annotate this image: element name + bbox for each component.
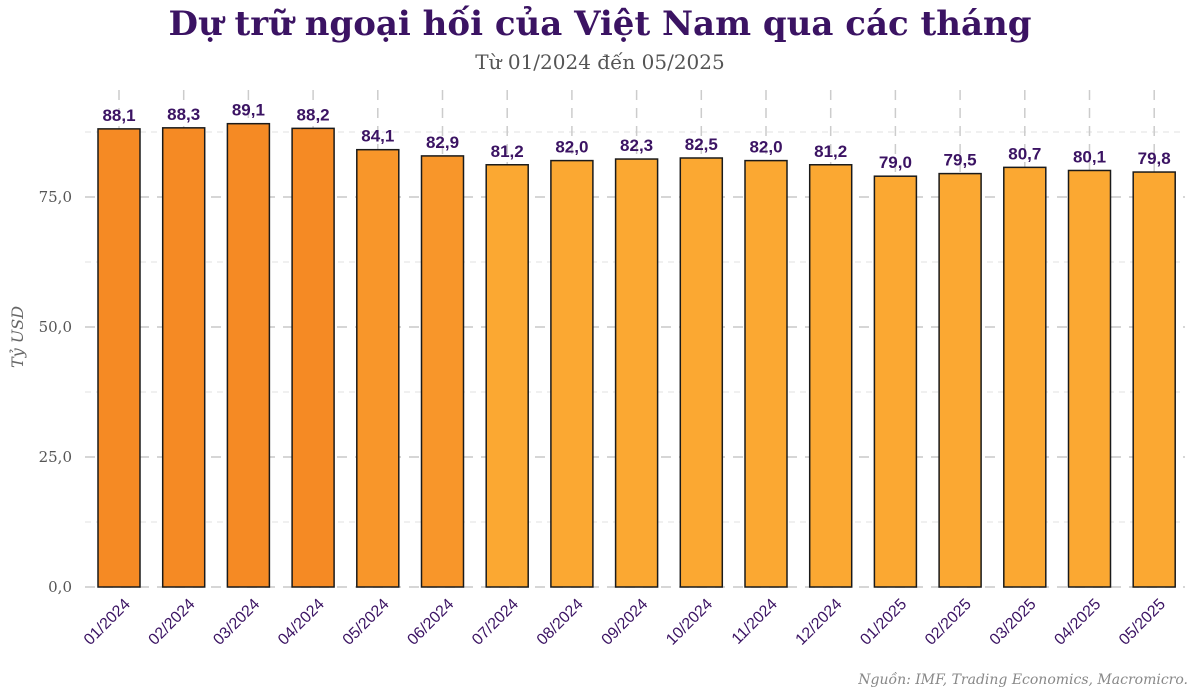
x-tick-label: 08/2024 bbox=[534, 596, 587, 649]
y-tick-label: 75,0 bbox=[39, 188, 72, 206]
x-tick-label: 11/2024 bbox=[729, 596, 781, 648]
y-tick-label: 25,0 bbox=[39, 448, 72, 466]
bar-12-2024 bbox=[808, 164, 853, 588]
data-label: 79,5 bbox=[944, 151, 977, 170]
bar-03-2025 bbox=[1003, 166, 1047, 588]
x-tick-label: 05/2024 bbox=[340, 596, 393, 649]
data-label: 80,7 bbox=[1008, 144, 1041, 163]
bar-06-2024 bbox=[420, 155, 465, 588]
x-tick-label: 07/2024 bbox=[469, 596, 522, 649]
data-label: 88,2 bbox=[297, 105, 330, 124]
bar-07-2024 bbox=[485, 164, 529, 588]
data-label: 82,5 bbox=[685, 135, 718, 154]
x-tick-label: 01/2024 bbox=[81, 596, 134, 649]
chart-subtitle: Từ 01/2024 đến 05/2025 bbox=[475, 50, 725, 74]
data-labels: 88,1 88,3 89,1 88,2 84,1 82,9 81,2 82,0 82,3 82,5… bbox=[102, 101, 1170, 173]
data-label: 81,2 bbox=[814, 142, 847, 161]
x-tick-label: 04/2024 bbox=[275, 596, 328, 649]
bar-01-2025 bbox=[873, 175, 918, 588]
x-tick-label: 09/2024 bbox=[599, 596, 652, 649]
x-tick-label: 10/2024 bbox=[663, 596, 716, 649]
y-axis-ticks: 0,0 25,0 50,0 75,0 bbox=[39, 188, 72, 596]
x-tick-label: 02/2024 bbox=[146, 596, 199, 649]
data-label: 82,3 bbox=[620, 136, 653, 155]
data-label: 88,3 bbox=[167, 105, 200, 124]
bar-02-2025 bbox=[938, 172, 982, 588]
x-tick-label: 05/2025 bbox=[1116, 596, 1169, 649]
bar-08-2024 bbox=[550, 159, 594, 588]
x-tick-label: 02/2025 bbox=[922, 596, 975, 649]
y-tick-label: 50,0 bbox=[39, 318, 72, 336]
bar-04-2025 bbox=[1067, 169, 1112, 588]
y-tick-label: 0,0 bbox=[48, 578, 72, 596]
data-label: 88,1 bbox=[102, 106, 135, 125]
bar-01-2024 bbox=[97, 128, 141, 588]
data-label: 79,0 bbox=[879, 153, 912, 172]
bar-05-2024 bbox=[356, 148, 400, 588]
bars bbox=[97, 122, 1176, 588]
data-label: 82,9 bbox=[426, 133, 459, 152]
data-label: 79,8 bbox=[1138, 149, 1171, 168]
data-label: 81,2 bbox=[491, 142, 524, 161]
data-label: 84,1 bbox=[361, 127, 394, 146]
x-axis-ticks: 01/2024 02/2024 03/2024 04/2024 05/2024 06/20… bbox=[81, 596, 1169, 649]
bar-04-2024 bbox=[291, 127, 335, 588]
x-tick-label: 03/2025 bbox=[987, 596, 1040, 649]
bar-11-2024 bbox=[744, 159, 788, 588]
chart-title: Dự trữ ngoại hối của Việt Nam qua các th… bbox=[168, 4, 1032, 44]
source-note: Nguồn: IMF, Trading Economics, Macromicr… bbox=[858, 672, 1188, 688]
x-tick-label: 04/2025 bbox=[1051, 596, 1104, 649]
data-label: 89,1 bbox=[232, 101, 265, 120]
bar-09-2024 bbox=[614, 158, 659, 588]
x-tick-label: 01/2025 bbox=[857, 596, 910, 649]
bar-02-2024 bbox=[161, 127, 206, 588]
data-label: 82,0 bbox=[749, 138, 782, 157]
x-tick-label: 06/2024 bbox=[404, 596, 457, 649]
y-axis-label: Tỷ USD bbox=[8, 306, 27, 368]
data-label: 80,1 bbox=[1073, 147, 1106, 166]
data-label: 82,0 bbox=[555, 138, 588, 157]
x-tick-label: 12/2024 bbox=[793, 596, 846, 649]
bar-03-2024 bbox=[226, 122, 271, 588]
bar-05-2025 bbox=[1132, 171, 1176, 588]
bar-10-2024 bbox=[679, 157, 724, 588]
x-tick-label: 03/2024 bbox=[210, 596, 263, 649]
